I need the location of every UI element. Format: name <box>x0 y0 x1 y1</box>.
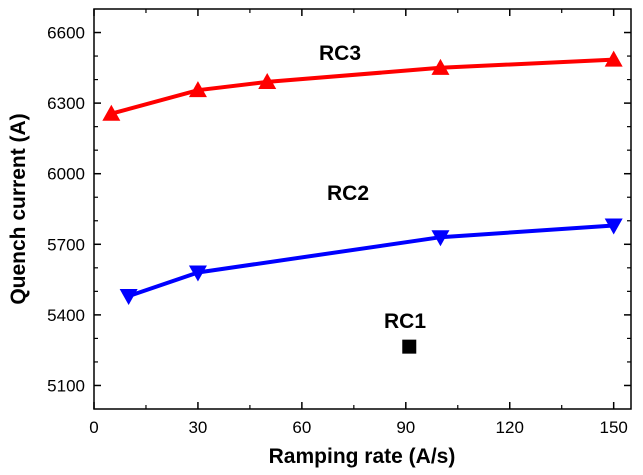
x-tick-label: 60 <box>292 418 311 437</box>
data-point-rc3 <box>431 58 450 75</box>
series-layer <box>102 50 623 354</box>
y-tick-label: 6600 <box>47 24 85 43</box>
x-tick-label: 120 <box>496 418 524 437</box>
data-point-rc3 <box>258 72 277 89</box>
y-tick-label: 6300 <box>47 94 85 113</box>
x-axis-title: Ramping rate (A/s) <box>269 445 456 468</box>
x-tick-label: 0 <box>89 418 98 437</box>
y-tick-label: 5100 <box>47 376 85 395</box>
labels-layer: RC3 RC2 RC1 <box>319 42 426 333</box>
axis-ticks: 0 30 60 90 120 150 5100 5400 5700 6000 6300 6600 <box>47 9 631 437</box>
data-point-rc1 <box>402 339 417 354</box>
data-point-rc3 <box>102 104 121 121</box>
y-tick-label: 6000 <box>47 165 85 184</box>
y-axis-title: Quench current (A) <box>7 113 30 304</box>
data-point-rc2 <box>604 218 623 235</box>
series-label-rc2: RC2 <box>327 182 369 205</box>
data-point-rc3 <box>604 50 623 67</box>
series-label-rc3: RC3 <box>319 42 361 65</box>
y-tick-label: 5400 <box>47 306 85 325</box>
x-tick-label: 30 <box>188 418 207 437</box>
x-tick-label: 90 <box>396 418 415 437</box>
data-point-rc2 <box>188 265 207 282</box>
series-line-rc2 <box>127 223 614 298</box>
data-point-rc2 <box>431 230 450 247</box>
plot-area <box>93 8 632 410</box>
y-tick-label: 5700 <box>47 235 85 254</box>
data-point-rc3 <box>188 81 207 98</box>
series-label-rc1: RC1 <box>384 310 426 333</box>
series-line-rc3 <box>110 57 614 116</box>
x-tick-label: 150 <box>599 418 627 437</box>
data-point-rc2 <box>119 289 138 306</box>
